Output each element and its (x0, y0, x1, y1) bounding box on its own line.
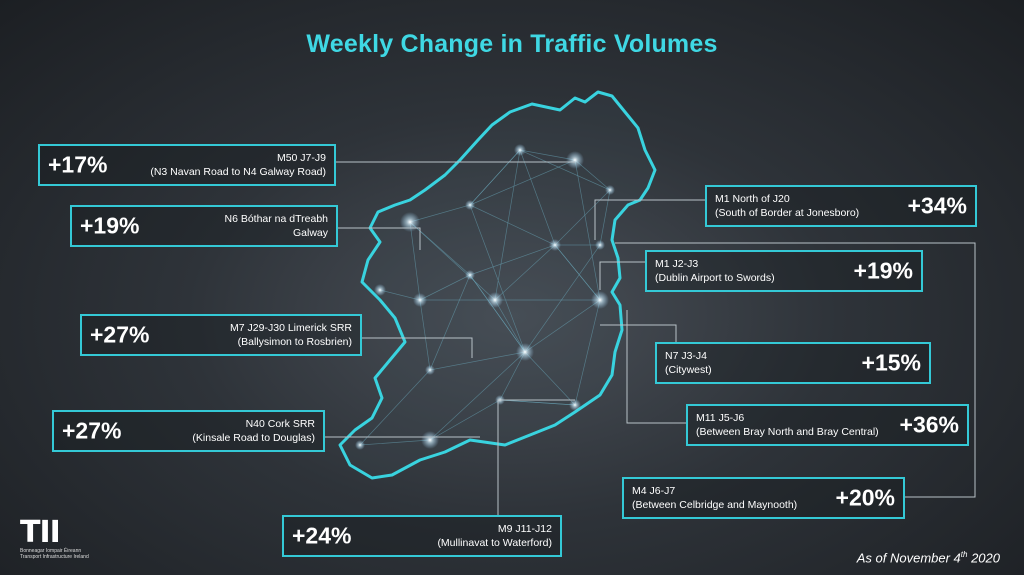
as-of-date: As of November 4th 2020 (857, 550, 1000, 565)
segment-box-n7: N7 J3-J4 (Citywest) +15% (655, 342, 931, 384)
road-label: M11 J5-J6 (Between Bray North and Bray C… (696, 411, 879, 439)
road-label: N7 J3-J4 (Citywest) (665, 349, 712, 377)
road-name: N40 Cork SRR (245, 418, 315, 430)
road-name: M50 J7-J9 (276, 152, 326, 164)
segment-box-m4: M4 J6-J7 (Between Celbridge and Maynooth… (622, 477, 905, 519)
road-label: M50 J7-J9 (N3 Navan Road to N4 Galway Ro… (150, 151, 326, 179)
road-name: M1 J2-J3 (655, 258, 699, 270)
logo-line-1: Bonneagar Iompair Éireann (20, 548, 82, 554)
change-value: +19% (80, 212, 140, 239)
segment-box-m11: M11 J5-J6 (Between Bray North and Bray C… (686, 404, 969, 446)
change-value: +34% (907, 192, 967, 219)
road-detail: Galway (292, 227, 328, 239)
segment-box-m7: +27% M7 J29-J30 Limerick SRR (Ballysimon… (80, 314, 362, 356)
road-name: M1 North of J20 (715, 193, 790, 205)
change-value: +24% (292, 522, 352, 549)
date-suffix: th (960, 550, 968, 559)
leader-lines (325, 161, 976, 515)
segment-box-m1-airport: M1 J2-J3 (Dublin Airport to Swords) +19% (645, 250, 923, 292)
change-value: +27% (90, 321, 150, 348)
change-value: +36% (899, 411, 959, 438)
road-detail: (Citywest) (665, 364, 712, 376)
change-value: +15% (861, 349, 921, 376)
road-name: M4 J6-J7 (632, 485, 676, 497)
road-label: M1 J2-J3 (Dublin Airport to Swords) (655, 257, 775, 285)
date-prefix: As of November 4 (856, 550, 961, 566)
change-value: +17% (48, 151, 108, 178)
change-value: +19% (853, 257, 913, 284)
road-detail: (Mullinavat to Waterford) (437, 537, 552, 549)
segment-box-m1-north: M1 North of J20 (South of Border at Jone… (705, 185, 977, 227)
road-detail: (Between Bray North and Bray Central) (696, 426, 879, 438)
road-detail: (Ballysimon to Rosbrien) (237, 336, 352, 348)
road-name: M7 J29-J30 Limerick SRR (230, 322, 352, 334)
tii-logo: TII Bonneagar Iompair Éireann Transport … (20, 515, 100, 561)
road-name: M11 J5-J6 (696, 412, 745, 424)
network-nodes (355, 144, 615, 450)
road-label: N40 Cork SRR (Kinsale Road to Douglas) (192, 417, 315, 445)
segment-box-n40: +27% N40 Cork SRR (Kinsale Road to Dougl… (52, 410, 325, 452)
road-detail: (Kinsale Road to Douglas) (192, 432, 315, 444)
segment-box-m9: +24% M9 J11-J12 (Mullinavat to Waterford… (282, 515, 562, 557)
road-label: M4 J6-J7 (Between Celbridge and Maynooth… (632, 484, 797, 512)
logo-line-2: Transport Infrastructure Ireland (20, 554, 89, 560)
road-label: M7 J29-J30 Limerick SRR (Ballysimon to R… (230, 321, 352, 349)
logo-mark: TII (20, 515, 61, 550)
road-name: N7 J3-J4 (665, 350, 708, 362)
change-value: +27% (62, 417, 122, 444)
segment-box-n6: +19% N6 Bóthar na dTreabh Galway (70, 205, 338, 247)
road-label: M1 North of J20 (South of Border at Jone… (715, 192, 859, 220)
road-detail: (South of Border at Jonesboro) (715, 207, 860, 219)
road-name: M9 J11-J12 (497, 523, 552, 535)
road-name: N6 Bóthar na dTreabh (224, 213, 328, 225)
change-value: +20% (835, 484, 895, 511)
road-detail: (N3 Navan Road to N4 Galway Road) (150, 166, 326, 178)
road-label: M9 J11-J12 (Mullinavat to Waterford) (437, 522, 552, 550)
map-title: Weekly Change in Traffic Volumes (306, 30, 718, 58)
date-year: 2020 (971, 550, 1000, 566)
road-label: N6 Bóthar na dTreabh Galway (224, 212, 328, 240)
road-detail: (Between Celbridge and Maynooth) (632, 499, 798, 511)
segment-box-m50: +17% M50 J7-J9 (N3 Navan Road to N4 Galw… (38, 144, 336, 186)
road-detail: (Dublin Airport to Swords) (655, 272, 775, 284)
